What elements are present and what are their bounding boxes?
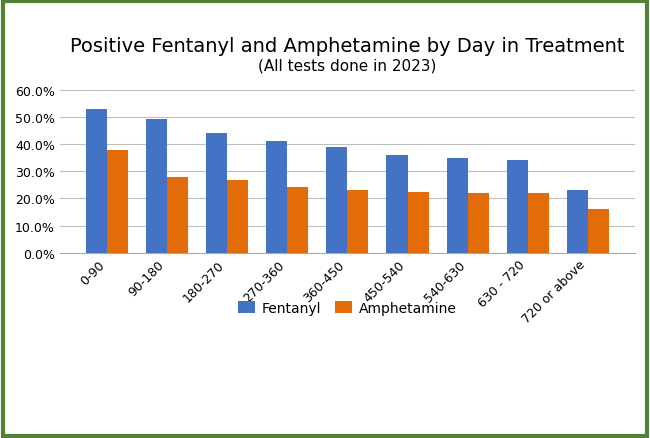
Bar <box>387 155 408 253</box>
Bar <box>447 158 467 253</box>
Bar <box>408 193 428 253</box>
Bar <box>326 147 348 253</box>
Bar <box>507 161 528 253</box>
Bar <box>107 151 128 253</box>
Bar <box>287 187 308 253</box>
Title: Positive Fentanyl and Amphetamine by Day in Treatment: Positive Fentanyl and Amphetamine by Day… <box>70 37 625 56</box>
Bar <box>567 191 588 253</box>
Bar <box>528 193 549 253</box>
Text: (All tests done in 2023): (All tests done in 2023) <box>258 58 437 73</box>
Bar <box>167 177 188 253</box>
Bar <box>266 142 287 253</box>
Legend: Fentanyl, Amphetamine: Fentanyl, Amphetamine <box>233 295 462 321</box>
Bar <box>348 190 369 253</box>
Bar <box>227 181 248 253</box>
Bar <box>146 120 167 253</box>
Bar <box>86 110 107 253</box>
Bar <box>206 134 228 253</box>
Bar <box>588 210 609 253</box>
Bar <box>467 194 489 253</box>
